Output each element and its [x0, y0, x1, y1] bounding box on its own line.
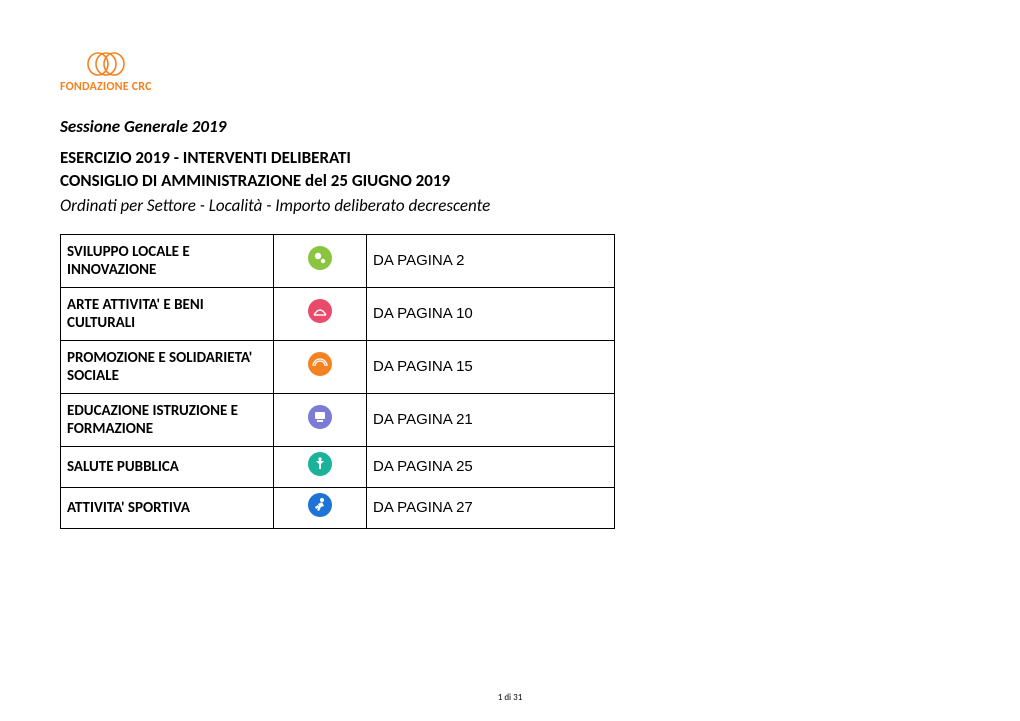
- page-ref: DA PAGINA 15: [367, 340, 615, 393]
- page-ref: DA PAGINA 25: [367, 446, 615, 487]
- palette-icon: [308, 299, 332, 323]
- table-row: ATTIVITA' SPORTIVA DA PAGINA 27: [61, 487, 615, 528]
- session-title: Sessione Generale 2019: [60, 116, 960, 137]
- sector-icon-cell: [274, 393, 367, 446]
- subtitle: Ordinati per Settore - Località - Import…: [60, 195, 960, 216]
- brand-logo: FONDAZIONE CRC: [60, 50, 152, 94]
- sector-name: SVILUPPO LOCALE E INNOVAZIONE: [61, 234, 274, 287]
- page-ref: DA PAGINA 27: [367, 487, 615, 528]
- table-row: PROMOZIONE E SOLIDARIETA' SOCIALE DA PAG…: [61, 340, 615, 393]
- table-row: ARTE ATTIVITA' E BENI CULTURALI DA PAGIN…: [61, 287, 615, 340]
- page-ref: DA PAGINA 10: [367, 287, 615, 340]
- sector-name: PROMOZIONE E SOLIDARIETA' SOCIALE: [61, 340, 274, 393]
- sector-name: SALUTE PUBBLICA: [61, 446, 274, 487]
- page-ref: DA PAGINA 21: [367, 393, 615, 446]
- page-ref: DA PAGINA 2: [367, 234, 615, 287]
- sector-icon-cell: [274, 487, 367, 528]
- table-row: EDUCAZIONE ISTRUZIONE E FORMAZIONE DA PA…: [61, 393, 615, 446]
- sport-icon: [308, 493, 332, 517]
- sector-icon-cell: [274, 287, 367, 340]
- brand-name: FONDAZIONE CRC: [60, 80, 152, 94]
- sector-index-table: SVILUPPO LOCALE E INNOVAZIONE DA PAGINA …: [60, 234, 615, 529]
- logo-icon: [82, 50, 130, 78]
- table-row: SALUTE PUBBLICA DA PAGINA 25: [61, 446, 615, 487]
- sector-name: EDUCAZIONE ISTRUZIONE E FORMAZIONE: [61, 393, 274, 446]
- sector-icon-cell: [274, 234, 367, 287]
- sector-icon-cell: [274, 446, 367, 487]
- document-page: FONDAZIONE CRC Sessione Generale 2019 ES…: [0, 0, 1020, 721]
- table-row: SVILUPPO LOCALE E INNOVAZIONE DA PAGINA …: [61, 234, 615, 287]
- sector-name: ARTE ATTIVITA' E BENI CULTURALI: [61, 287, 274, 340]
- education-icon: [308, 405, 332, 429]
- heading-line-2: CONSIGLIO DI AMMINISTRAZIONE del 25 GIUG…: [60, 170, 960, 193]
- sector-name: ATTIVITA' SPORTIVA: [61, 487, 274, 528]
- page-footer: 1 di 31: [0, 692, 1020, 703]
- hands-icon: [308, 352, 332, 376]
- heading-line-1: ESERCIZIO 2019 - INTERVENTI DELIBERATI: [60, 147, 960, 170]
- gear-icon: [308, 246, 332, 270]
- health-icon: [308, 452, 332, 476]
- sector-icon-cell: [274, 340, 367, 393]
